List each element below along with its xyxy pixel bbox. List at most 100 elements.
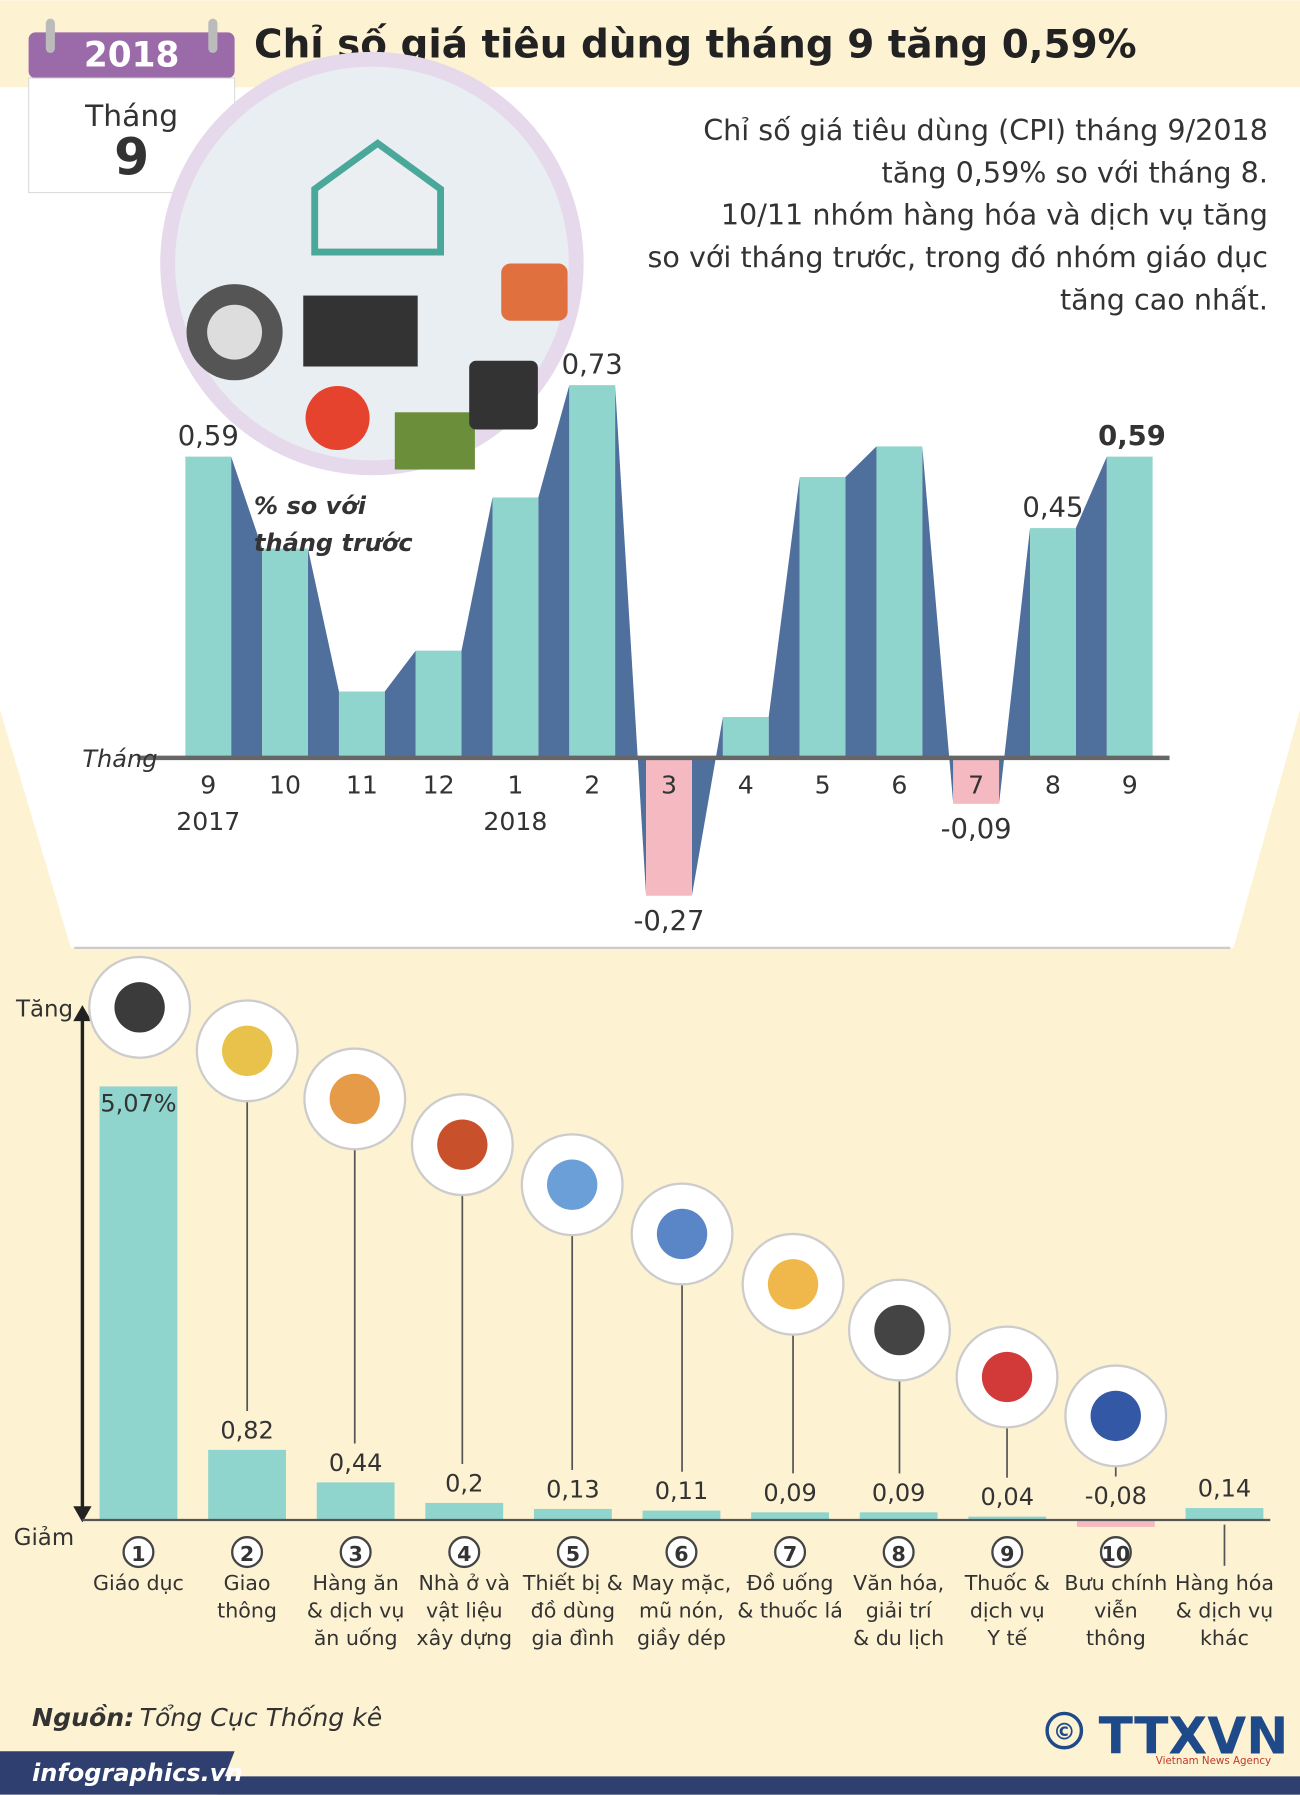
group-number: 5 <box>566 1542 580 1566</box>
agency: TTXVN <box>1099 1706 1289 1765</box>
calendar-top <box>28 32 235 79</box>
group-badge <box>448 1536 481 1569</box>
value-label: 0,73 <box>562 350 623 381</box>
x-tick-label: 12 <box>423 770 455 799</box>
side-face <box>538 385 570 758</box>
side-face <box>384 650 416 758</box>
x-tick-label: 9 <box>200 770 216 799</box>
group-number: 3 <box>349 1542 363 1566</box>
value-label: 0,09 <box>872 1479 925 1507</box>
value-label: -0,09 <box>941 814 1012 845</box>
year: 2018 <box>84 36 180 76</box>
description-line: tăng 0,59% so với tháng 8. <box>882 155 1268 189</box>
icon <box>1090 1390 1141 1442</box>
x-tick-label: Hàng ăn & dịch vụ ăn uống <box>307 1571 405 1650</box>
x-tick-label: 3 <box>661 770 677 799</box>
x-tick-label: 9 <box>1122 770 1138 799</box>
x-tick-label: May mặc, mũ nón, giầy dép <box>632 1571 732 1650</box>
x-tick-label: Giao thông <box>217 1571 277 1622</box>
side-face <box>231 456 263 758</box>
icon <box>656 1208 708 1260</box>
x-tick-label: Nhà ở và vật liệu xây dựng <box>416 1571 512 1650</box>
bar <box>338 691 385 758</box>
x-axis-label: Tháng <box>82 745 157 773</box>
side-face <box>615 385 647 896</box>
x-tick-label: 6 <box>891 770 907 799</box>
side-face <box>1075 456 1107 758</box>
year-label: 2017 <box>176 807 240 836</box>
tire-icon <box>207 304 263 360</box>
x-tick-label: 4 <box>738 770 754 799</box>
bar <box>569 385 616 758</box>
bar <box>208 1449 286 1521</box>
bar <box>533 1508 612 1521</box>
group-number: 4 <box>457 1542 471 1566</box>
house-icon <box>311 139 445 256</box>
side-face <box>768 477 800 758</box>
value-label: 0,59 <box>178 421 239 452</box>
bar <box>722 717 769 758</box>
value-label: 0,45 <box>1022 493 1083 524</box>
group-badge <box>665 1536 698 1569</box>
side-face <box>461 497 493 758</box>
tv2-icon <box>501 263 568 321</box>
source-label: Nguồn: <box>32 1703 134 1732</box>
group-badge <box>1099 1536 1132 1569</box>
side-face <box>922 446 954 804</box>
bar <box>316 1482 395 1521</box>
arrow-head <box>73 1506 92 1523</box>
phone-icon <box>469 360 538 430</box>
group-badge <box>556 1536 589 1569</box>
icon <box>114 982 165 1033</box>
bar <box>953 757 1000 804</box>
y-label-top: Tăng <box>15 997 73 1023</box>
x-tick-label: Hàng hóa & dịch vụ khác <box>1175 1571 1274 1650</box>
icon <box>329 1073 380 1125</box>
x-tick-label: 7 <box>968 770 984 799</box>
tv-icon <box>303 295 418 367</box>
value-label: 0,04 <box>981 1483 1034 1511</box>
description-line: so với tháng trước, trong đó nhóm giáo d… <box>648 240 1268 274</box>
value-label: 0,14 <box>1198 1475 1251 1503</box>
description-line: Chỉ số giá tiêu dùng (CPI) tháng 9/2018 <box>703 113 1268 147</box>
value-label: 5,07% <box>100 1090 176 1118</box>
value-label: -0,08 <box>1085 1482 1147 1510</box>
icon <box>874 1304 925 1356</box>
group-number: 7 <box>783 1542 797 1566</box>
description-line: 10/11 nhóm hàng hóa và dịch vụ tăng <box>721 198 1268 232</box>
value-label: 0,82 <box>220 1416 273 1444</box>
bar <box>646 757 692 896</box>
website: infographics.vn <box>32 1759 242 1787</box>
bar <box>751 1512 829 1521</box>
bar <box>876 446 923 758</box>
bar <box>425 1502 504 1521</box>
group-number: 10 <box>1102 1542 1131 1566</box>
bar <box>492 497 539 758</box>
side-face <box>845 446 877 758</box>
x-tick-label: 2 <box>584 770 600 799</box>
books-icon <box>394 412 475 470</box>
x-tick-label: 10 <box>269 770 301 799</box>
ring <box>208 18 218 53</box>
value-label: 0,44 <box>329 1449 382 1477</box>
source: Tổng Cục Thống kê <box>140 1703 383 1732</box>
arrow-head <box>73 1005 92 1022</box>
bar <box>1030 528 1076 758</box>
x-tick-label: Bưu chính viễn thông <box>1064 1571 1167 1650</box>
bar <box>185 456 232 758</box>
group-number: 1 <box>131 1542 145 1566</box>
value-label: 0,2 <box>445 1469 483 1497</box>
group-badge <box>882 1536 915 1569</box>
x-tick-label: 5 <box>815 770 831 799</box>
bar <box>968 1516 1047 1521</box>
value-label: 0,11 <box>655 1477 708 1505</box>
group-number: 8 <box>892 1542 906 1566</box>
icon <box>547 1159 598 1210</box>
side-face <box>999 528 1031 804</box>
tomato-icon <box>305 385 370 451</box>
icon <box>767 1259 819 1310</box>
bar <box>642 1510 721 1521</box>
value-label: 0,13 <box>546 1475 599 1503</box>
x-tick-label: Thuốc & dịch vụ Y tế <box>964 1571 1050 1650</box>
bar <box>859 1512 938 1521</box>
